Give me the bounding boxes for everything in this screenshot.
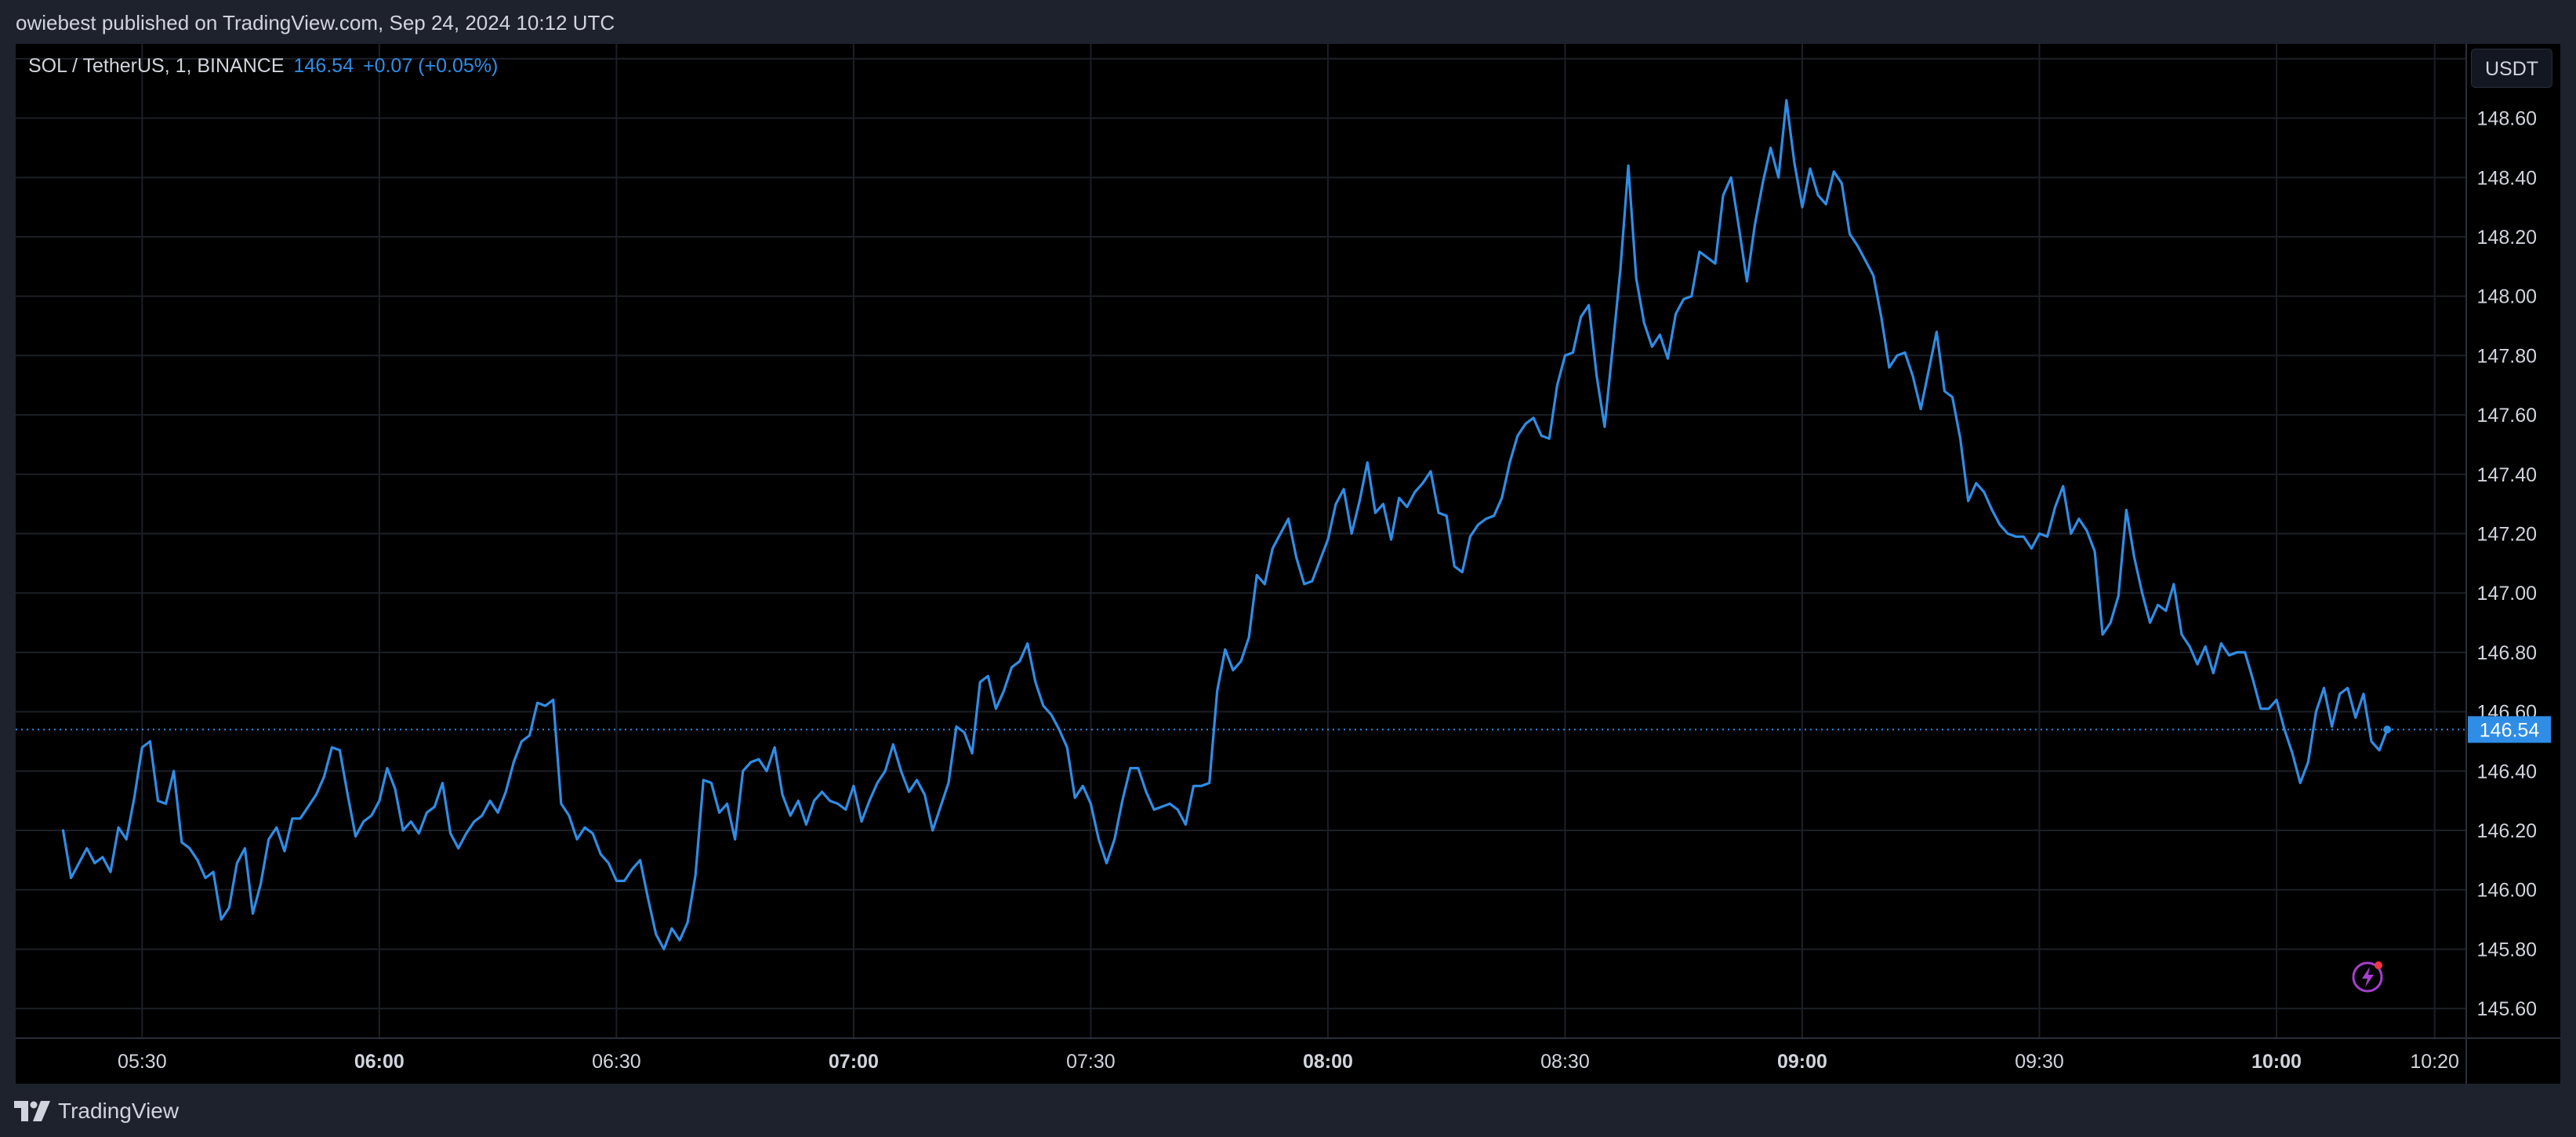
y-tick-label: 147.80: [2477, 345, 2537, 367]
x-tick-label: 08:00: [1303, 1051, 1353, 1073]
symbol-legend[interactable]: SOL / TetherUS, 1, BINANCE 146.54 +0.07 (+…: [28, 55, 498, 78]
y-tick-label: 148.60: [2477, 108, 2537, 130]
last-price-tag-label: 146.54: [2480, 719, 2540, 741]
tradingview-brand-text: TradingView: [58, 1099, 180, 1123]
x-tick-label: 07:00: [829, 1051, 879, 1073]
y-tick-label: 147.40: [2477, 464, 2537, 486]
y-tick-label: 146.40: [2477, 761, 2537, 783]
x-tick-label: 07:30: [1066, 1051, 1116, 1073]
grid: [16, 44, 2466, 1038]
tradingview-logo-icon: [14, 1101, 50, 1121]
x-tick-label: 06:30: [592, 1051, 641, 1073]
y-tick-label: 146.80: [2477, 642, 2537, 664]
axes: 145.60145.80146.00146.20146.40146.60146.…: [16, 44, 2560, 1084]
last-price-marker: 146.54: [16, 716, 2551, 743]
y-tick-label: 145.80: [2477, 939, 2537, 961]
chart-canvas[interactable]: 145.60145.80146.00146.20146.40146.60146.…: [16, 44, 2560, 1084]
price-series: [61, 99, 2392, 950]
x-tick-label: 10:00: [2251, 1051, 2302, 1073]
tradingview-logo[interactable]: TradingView: [14, 1098, 179, 1124]
legend-change: +0.07 (+0.05%): [362, 55, 499, 77]
x-tick-label: 05:30: [118, 1051, 167, 1073]
legend-price: 146.54: [293, 55, 354, 77]
x-tick-label: 09:00: [1777, 1051, 1827, 1073]
y-tick-label: 146.20: [2477, 820, 2537, 842]
y-tick-label: 148.40: [2477, 167, 2537, 189]
y-tick-label: 148.00: [2477, 286, 2537, 308]
footer-bar: TradingView: [0, 1084, 2576, 1137]
currency-button[interactable]: USDT: [2471, 49, 2552, 88]
y-tick-label: 146.00: [2477, 880, 2537, 902]
x-tick-label: 10:20: [2410, 1051, 2459, 1073]
x-tick-label: 06:00: [354, 1051, 405, 1073]
legend-symbol: SOL / TetherUS, 1, BINANCE: [28, 55, 285, 77]
chart-frame[interactable]: 145.60 145.80 146.00 146.20 146.40 146.60 146.…: [16, 44, 2560, 1084]
last-price-tag: [2468, 716, 2551, 743]
y-tick-label: 147.60: [2477, 405, 2537, 427]
y-tick-label: 147.00: [2477, 583, 2537, 605]
y-tick-label: 147.20: [2477, 524, 2537, 546]
lightning-bolt-icon[interactable]: [2349, 957, 2388, 996]
y-tick-label: 145.60: [2477, 998, 2537, 1020]
y-tick-label: 148.20: [2477, 227, 2537, 249]
publish-info: owiebest published on TradingView.com, S…: [16, 11, 615, 35]
price-line: [61, 99, 2389, 950]
top-bar: owiebest published on TradingView.com, S…: [0, 0, 2576, 44]
x-tick-label: 08:30: [1540, 1051, 1590, 1073]
x-tick-label: 09:30: [2015, 1051, 2064, 1073]
